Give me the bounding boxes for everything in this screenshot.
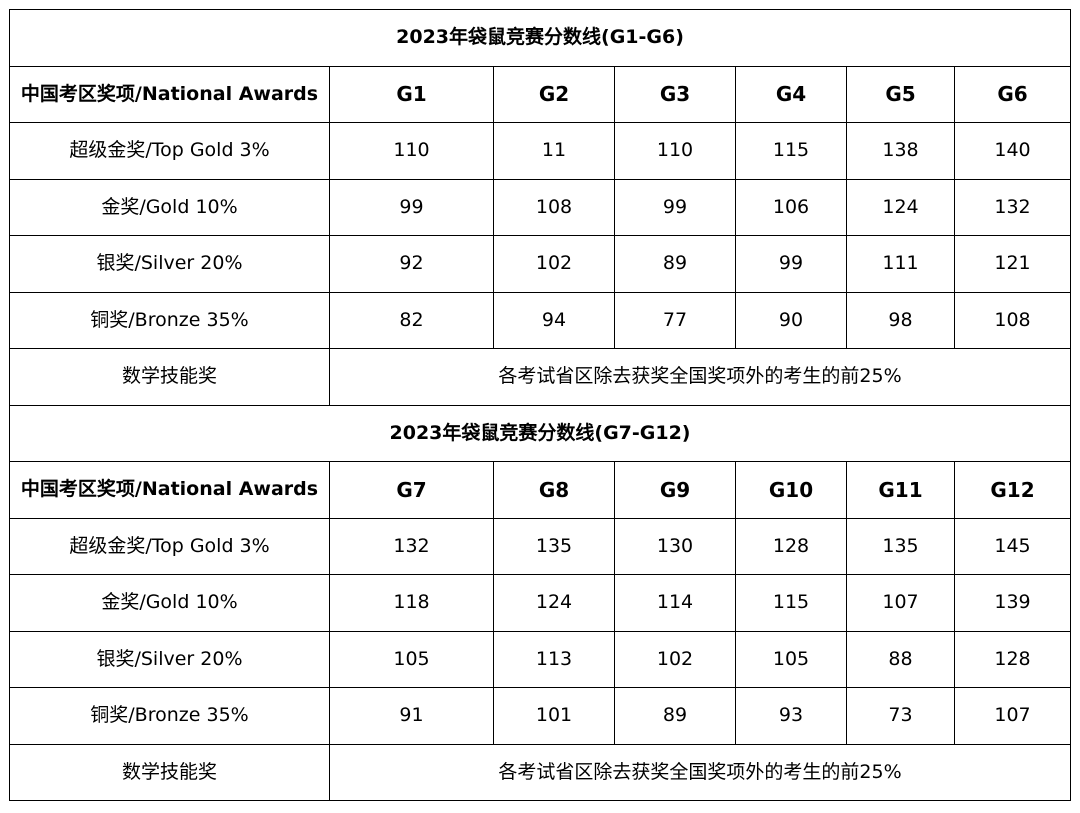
skill-award-row: 数学技能奖 各考试省区除去获奖全国奖项外的考生的前25% xyxy=(9,743,1072,801)
award-label: 超级金奖/Top Gold 3% xyxy=(9,517,330,575)
score-cell: 99 xyxy=(614,178,736,236)
score-cell: 132 xyxy=(953,178,1072,236)
score-cell: 114 xyxy=(614,574,736,632)
score-cell: 98 xyxy=(846,291,955,349)
score-cell: 102 xyxy=(493,235,615,293)
grade-header: G1 xyxy=(329,65,494,123)
score-cell: 105 xyxy=(329,630,494,688)
score-cell: 108 xyxy=(953,291,1072,349)
score-cell: 113 xyxy=(493,630,615,688)
grade-header: G3 xyxy=(614,65,736,123)
score-cell: 106 xyxy=(735,178,847,236)
skill-award-label: 数学技能奖 xyxy=(9,348,330,406)
grade-header: G10 xyxy=(735,461,847,519)
score-cell: 138 xyxy=(846,122,955,180)
score-cell: 90 xyxy=(735,291,847,349)
score-cell: 121 xyxy=(953,235,1072,293)
score-cell: 101 xyxy=(493,687,615,745)
score-cell: 111 xyxy=(846,235,955,293)
grade-header: G7 xyxy=(329,461,494,519)
score-cell: 77 xyxy=(614,291,736,349)
score-cell: 91 xyxy=(329,687,494,745)
table-row: 金奖/Gold 10% 99 108 99 106 124 132 xyxy=(9,178,1072,236)
section-title-row: 2023年袋鼠竞赛分数线(G7-G12) xyxy=(8,404,1072,462)
skill-award-row: 数学技能奖 各考试省区除去获奖全国奖项外的考生的前25% xyxy=(9,348,1072,406)
grade-header: G4 xyxy=(735,65,847,123)
score-cell: 145 xyxy=(953,517,1072,575)
award-label: 超级金奖/Top Gold 3% xyxy=(9,122,330,180)
score-cell: 139 xyxy=(953,574,1072,632)
grade-header: G11 xyxy=(846,461,955,519)
grade-header: G5 xyxy=(846,65,955,123)
score-cell: 110 xyxy=(614,122,736,180)
score-cell: 110 xyxy=(329,122,494,180)
score-cell: 105 xyxy=(735,630,847,688)
header-row: 中国考区奖项/National Awards G7 G8 G9 G10 G11 … xyxy=(9,461,1072,519)
award-label: 金奖/Gold 10% xyxy=(9,574,330,632)
table-row: 铜奖/Bronze 35% 82 94 77 90 98 108 xyxy=(9,291,1072,349)
score-cell: 89 xyxy=(614,687,736,745)
grade-header: G12 xyxy=(953,461,1072,519)
score-cell: 135 xyxy=(846,517,955,575)
score-cell: 108 xyxy=(493,178,615,236)
table-row: 银奖/Silver 20% 92 102 89 99 111 121 xyxy=(9,235,1072,293)
score-cell: 124 xyxy=(493,574,615,632)
award-label: 银奖/Silver 20% xyxy=(9,630,330,688)
award-label: 金奖/Gold 10% xyxy=(9,178,330,236)
table-row: 金奖/Gold 10% 118 124 114 115 107 139 xyxy=(9,574,1072,632)
table-row: 铜奖/Bronze 35% 91 101 89 93 73 107 xyxy=(9,687,1072,745)
score-cell: 94 xyxy=(493,291,615,349)
award-column-header: 中国考区奖项/National Awards xyxy=(9,65,330,123)
table-row: 超级金奖/Top Gold 3% 132 135 130 128 135 145 xyxy=(9,517,1072,575)
score-cell: 128 xyxy=(953,630,1072,688)
score-cell: 118 xyxy=(329,574,494,632)
score-cell: 88 xyxy=(846,630,955,688)
score-cell: 115 xyxy=(735,574,847,632)
section-title: 2023年袋鼠竞赛分数线(G1-G6) xyxy=(8,9,1072,67)
score-cell: 124 xyxy=(846,178,955,236)
score-cell: 99 xyxy=(329,178,494,236)
grade-header: G2 xyxy=(493,65,615,123)
skill-award-description: 各考试省区除去获奖全国奖项外的考生的前25% xyxy=(328,348,1072,406)
score-cell: 115 xyxy=(735,122,847,180)
score-cell: 102 xyxy=(614,630,736,688)
award-label: 铜奖/Bronze 35% xyxy=(9,291,330,349)
score-cell: 99 xyxy=(735,235,847,293)
score-cell: 140 xyxy=(953,122,1072,180)
score-cell: 73 xyxy=(846,687,955,745)
award-label: 铜奖/Bronze 35% xyxy=(9,687,330,745)
score-cell: 82 xyxy=(329,291,494,349)
skill-award-label: 数学技能奖 xyxy=(9,743,330,801)
table-row: 超级金奖/Top Gold 3% 110 11 110 115 138 140 xyxy=(9,122,1072,180)
score-cell: 107 xyxy=(953,687,1072,745)
award-column-header: 中国考区奖项/National Awards xyxy=(9,461,330,519)
header-row: 中国考区奖项/National Awards G1 G2 G3 G4 G5 G6 xyxy=(9,65,1072,123)
section-title: 2023年袋鼠竞赛分数线(G7-G12) xyxy=(8,404,1072,462)
score-cell: 89 xyxy=(614,235,736,293)
award-label: 银奖/Silver 20% xyxy=(9,235,330,293)
score-table: 2023年袋鼠竞赛分数线(G1-G6) 中国考区奖项/National Awar… xyxy=(8,9,1072,801)
table-row: 银奖/Silver 20% 105 113 102 105 88 128 xyxy=(9,630,1072,688)
section-title-row: 2023年袋鼠竞赛分数线(G1-G6) xyxy=(8,9,1072,67)
score-cell: 135 xyxy=(493,517,615,575)
score-cell: 107 xyxy=(846,574,955,632)
score-cell: 130 xyxy=(614,517,736,575)
score-cell: 132 xyxy=(329,517,494,575)
grade-header: G9 xyxy=(614,461,736,519)
score-cell: 92 xyxy=(329,235,494,293)
score-cell: 93 xyxy=(735,687,847,745)
skill-award-description: 各考试省区除去获奖全国奖项外的考生的前25% xyxy=(328,743,1072,801)
grade-header: G8 xyxy=(493,461,615,519)
score-cell: 128 xyxy=(735,517,847,575)
grade-header: G6 xyxy=(953,65,1072,123)
table-body: 2023年袋鼠竞赛分数线(G1-G6) 中国考区奖项/National Awar… xyxy=(8,9,1072,801)
score-cell: 11 xyxy=(493,122,615,180)
